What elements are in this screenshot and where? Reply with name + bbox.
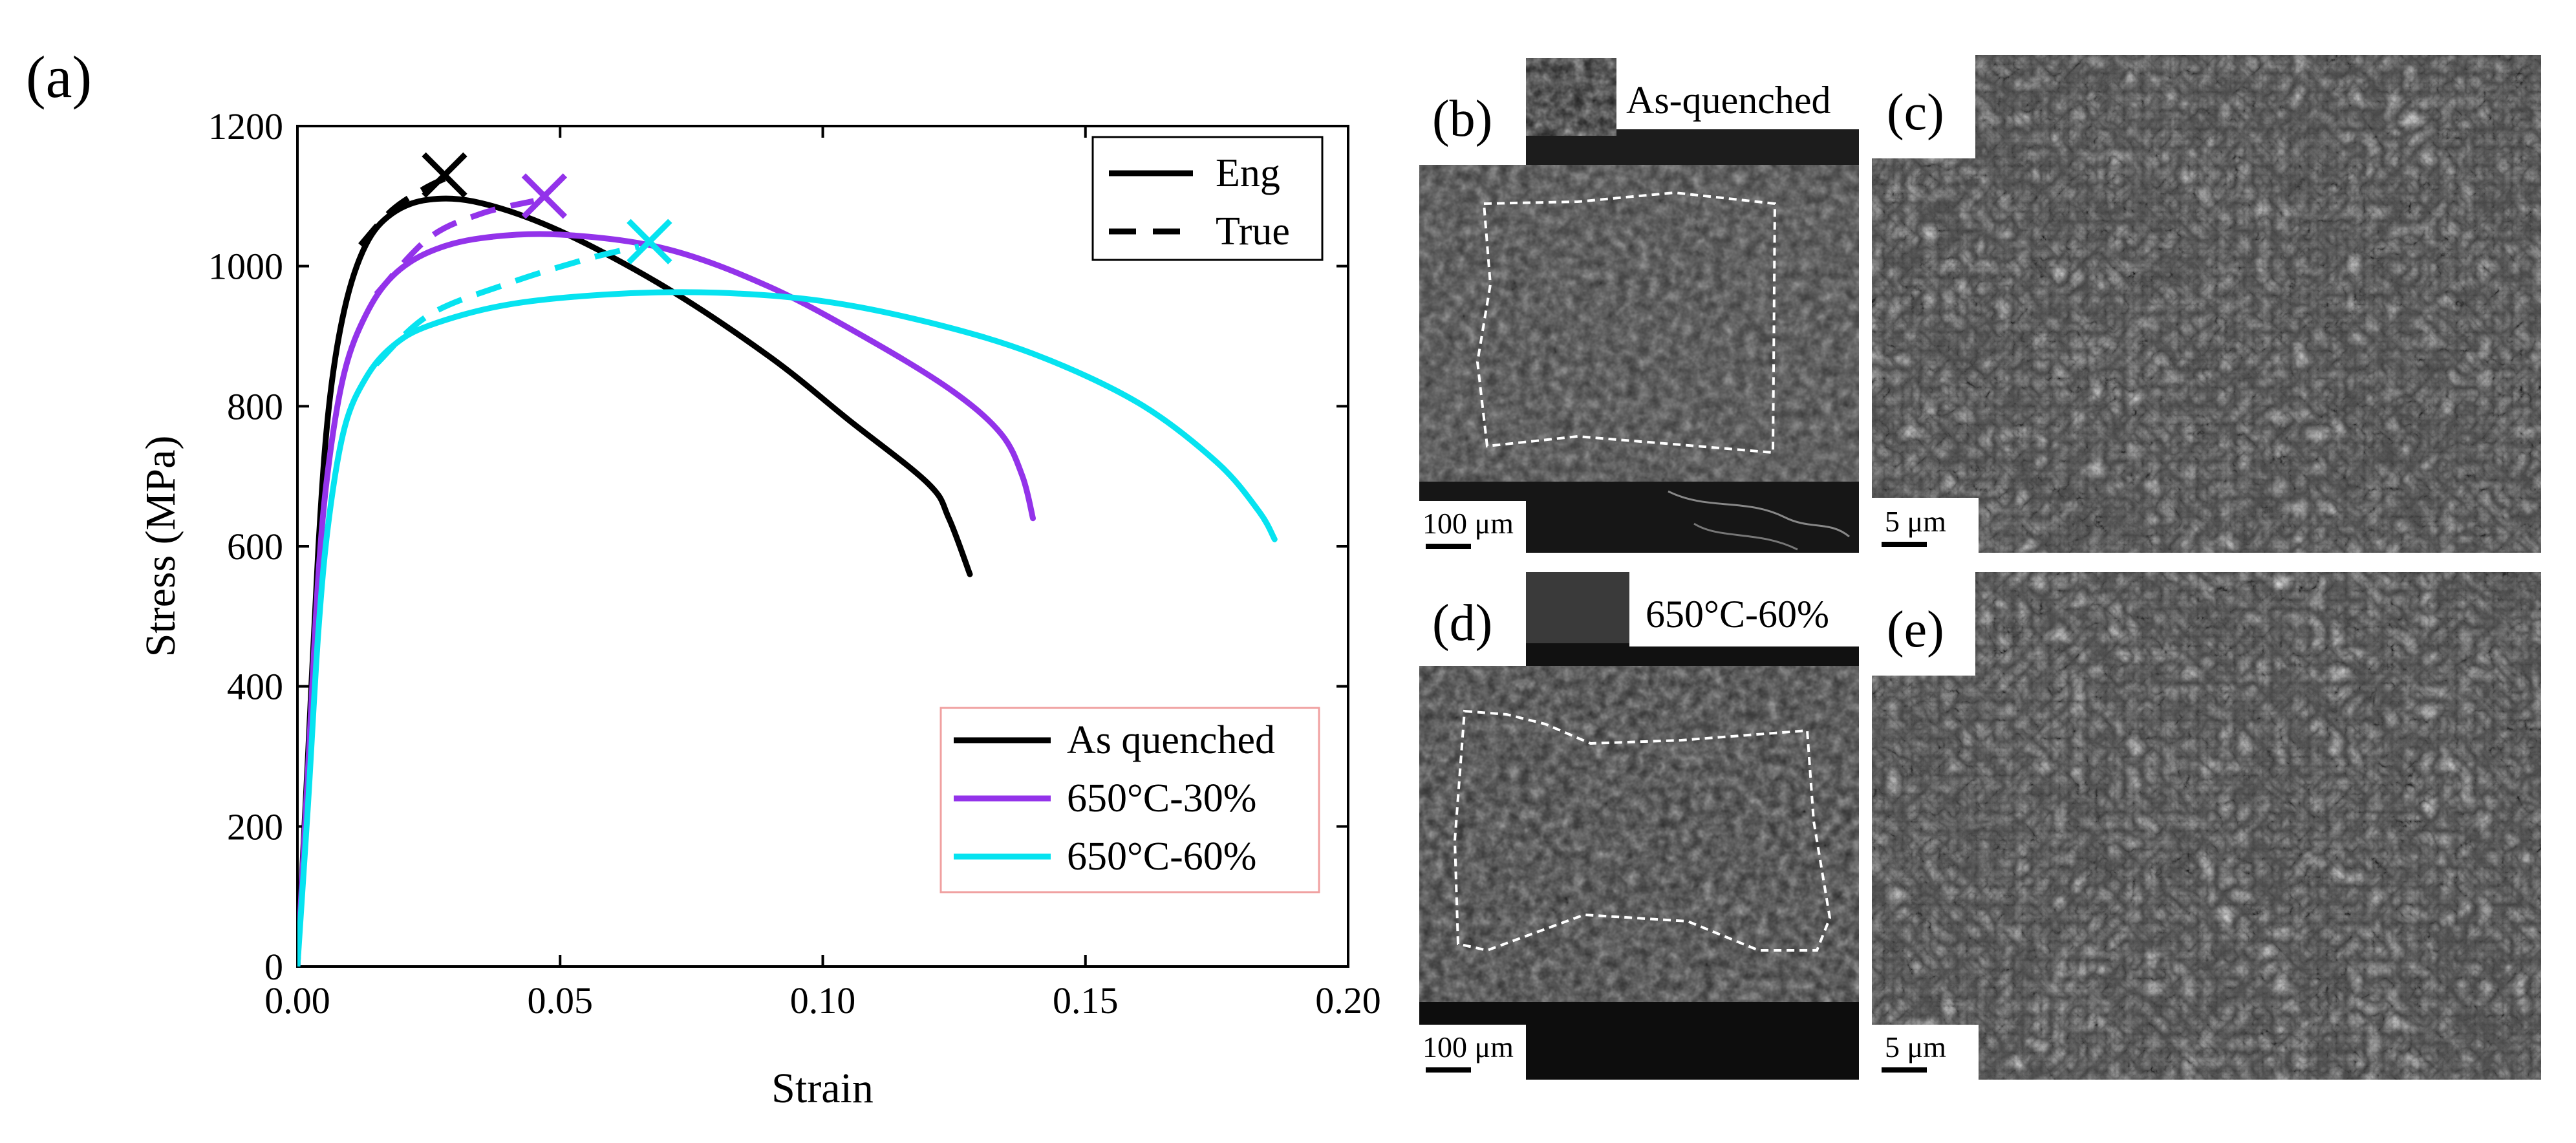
x-tick-label: 0.10	[790, 979, 856, 1021]
series-1-fracture-marker	[521, 173, 568, 219]
y-tick-label: 600	[227, 526, 283, 568]
scale-label-b: 100 μm	[1422, 507, 1514, 540]
scale-label-c: 5 μm	[1885, 505, 1946, 538]
series-0-eng-line	[297, 195, 973, 967]
legend-label-650-30: 650°C-30%	[1067, 776, 1256, 820]
fracture-markers	[422, 152, 672, 264]
series-1-true-line	[374, 198, 535, 297]
style-legend-dashed-label: True	[1216, 209, 1290, 253]
y-tick-label: 0	[264, 946, 283, 988]
style-legend-solid-label: Eng	[1216, 151, 1280, 195]
panel-label-a: (a)	[26, 44, 92, 110]
x-axis-title: Strain	[771, 1065, 874, 1112]
caption-d: 650°C-60%	[1646, 593, 1829, 636]
series-0-fracture-marker	[422, 152, 467, 198]
sem-panel-e: (e) 5 μm	[1872, 572, 2541, 1080]
x-tick-label: 0.05	[528, 979, 594, 1021]
series-2-eng-line	[297, 289, 1278, 967]
panel-label-d: (d)	[1432, 595, 1492, 652]
series-legend: As quenched 650°C-30% 650°C-60%	[939, 707, 1320, 893]
y-tick-label: 1000	[208, 246, 283, 288]
caption-b: As-quenched	[1626, 79, 1831, 122]
scale-label-e: 5 μm	[1885, 1031, 1946, 1063]
y-axis-title: Stress (MPa)	[137, 436, 184, 657]
legend-label-as-quenched: As quenched	[1067, 718, 1275, 762]
x-tick-label: 0.00	[264, 979, 330, 1021]
panel-label-b: (b)	[1432, 91, 1492, 147]
series-2-fracture-marker	[627, 219, 672, 264]
panel-label-e: (e)	[1887, 601, 1944, 658]
x-tick-label: 0.15	[1053, 979, 1119, 1021]
y-tick-labels: 0 200 400 600 800 1000 1200	[208, 105, 283, 988]
y-tick-label: 400	[227, 666, 283, 708]
sem-panel-c: (c) 5 μm	[1872, 55, 2541, 553]
scale-label-d: 100 μm	[1422, 1031, 1514, 1063]
series-2-true-line	[374, 243, 640, 367]
x-tick-label: 0.20	[1315, 979, 1381, 1021]
series-1-eng-line	[297, 231, 1036, 967]
y-tick-label: 800	[227, 385, 283, 427]
y-tick-label: 200	[227, 806, 283, 848]
fracture-outline-d	[1453, 709, 1832, 952]
y-tick-label: 1200	[208, 105, 283, 147]
axis-ticks	[296, 125, 1349, 968]
panel-label-c: (c)	[1887, 84, 1944, 141]
fracture-outline-b	[1476, 191, 1777, 454]
x-tick-labels: 0.00 0.05 0.10 0.15 0.20	[264, 979, 1381, 1021]
legend-label-650-60: 650°C-60%	[1067, 835, 1256, 879]
sem-panel-b: (b) As-quenched 100 μm	[1419, 58, 1859, 553]
sem-panel-d: (d) 650°C-60% 100 μm	[1419, 572, 1859, 1080]
style-legend: Eng True	[1091, 136, 1324, 261]
